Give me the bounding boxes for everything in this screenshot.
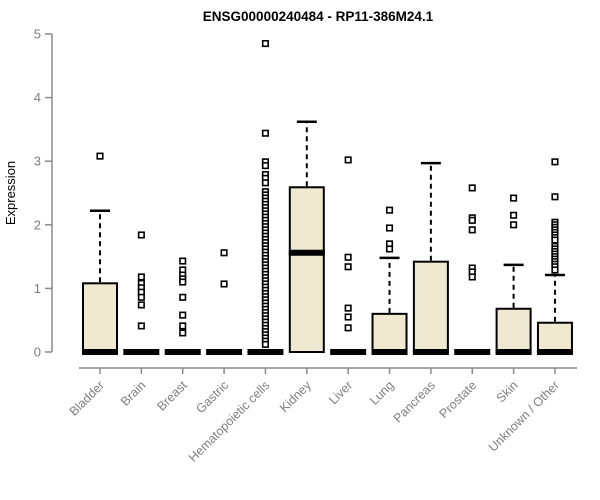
- outlier-point: [468, 184, 476, 192]
- outlier-point: [551, 193, 559, 201]
- outlier-point: [261, 179, 269, 187]
- outlier-point: [344, 304, 352, 312]
- outlier-point: [179, 311, 187, 319]
- y-tick-label: 3: [34, 154, 41, 169]
- outlier-point: [551, 158, 559, 166]
- y-tick-label: 2: [34, 217, 41, 232]
- outlier-point: [344, 253, 352, 261]
- y-tick-label: 0: [34, 345, 41, 360]
- outlier-point: [179, 322, 187, 330]
- box-0: [82, 282, 118, 354]
- outlier-point: [510, 194, 518, 202]
- outlier-point: [468, 273, 476, 281]
- outlier-point: [96, 152, 104, 160]
- y-axis-label: Expression: [3, 161, 18, 225]
- outlier-point: [179, 257, 187, 265]
- box-10: [495, 307, 532, 354]
- y-tick-label: 4: [34, 90, 41, 105]
- box-7: [371, 312, 408, 353]
- y-tick-label: 5: [34, 27, 41, 42]
- outlier-point: [468, 216, 476, 224]
- outlier-point: [344, 156, 352, 164]
- outlier-point: [137, 273, 145, 281]
- outlier-point: [551, 266, 559, 274]
- outlier-point: [137, 301, 145, 309]
- outlier-point: [385, 224, 394, 232]
- outlier-point: [344, 324, 352, 332]
- outlier-point: [137, 293, 145, 301]
- outlier-point: [220, 249, 228, 257]
- outlier-point: [137, 231, 145, 239]
- outlier-point: [261, 129, 269, 137]
- outlier-point: [510, 211, 518, 219]
- outlier-point: [179, 329, 187, 337]
- outlier-point: [385, 245, 394, 253]
- box-11: [536, 321, 573, 353]
- box-5: [288, 186, 325, 353]
- chart-title: ENSG00000240484 - RP11-386M24.1: [203, 9, 434, 24]
- outlier-point: [261, 340, 269, 348]
- outlier-point: [179, 293, 187, 301]
- outlier-point: [510, 221, 518, 229]
- outlier-point: [385, 206, 394, 214]
- outlier-point: [468, 226, 476, 234]
- box-8: [412, 260, 449, 353]
- outlier-point: [344, 313, 352, 321]
- outlier-point: [551, 236, 559, 244]
- y-tick-label: 1: [34, 281, 41, 296]
- outlier-point: [344, 263, 352, 271]
- outlier-point: [261, 162, 269, 170]
- outlier-point: [220, 280, 228, 288]
- outlier-point: [261, 39, 269, 48]
- outlier-point: [137, 322, 145, 330]
- outlier-point: [179, 278, 187, 286]
